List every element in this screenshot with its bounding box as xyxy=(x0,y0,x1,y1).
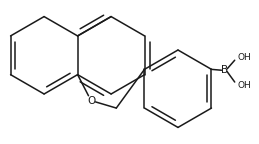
Text: O: O xyxy=(88,96,96,106)
Text: OH: OH xyxy=(238,53,252,61)
Text: B: B xyxy=(221,65,228,75)
Text: OH: OH xyxy=(238,81,252,90)
